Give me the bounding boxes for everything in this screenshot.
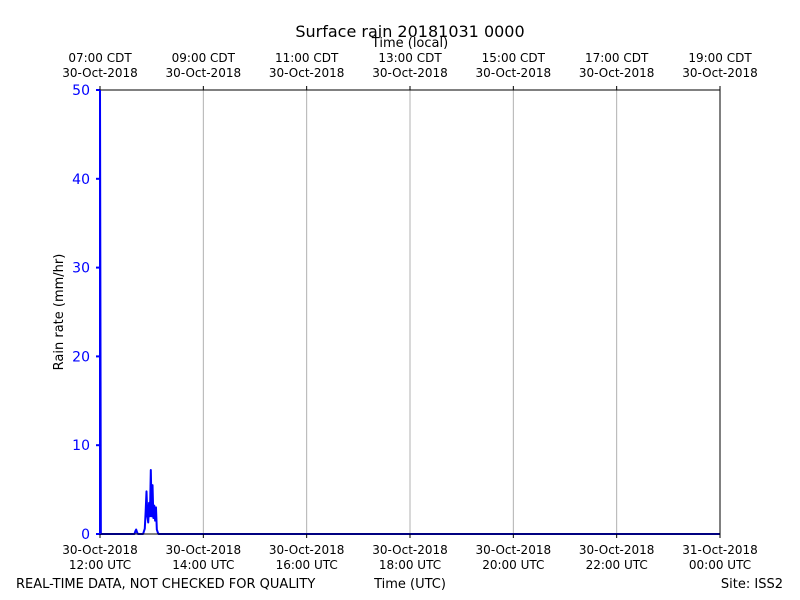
x-tick-label-date: 31-Oct-2018 (682, 543, 758, 557)
top-tick-label-time: 15:00 CDT (482, 51, 546, 65)
top-tick-label-date: 30-Oct-2018 (372, 66, 448, 80)
site-label: Site: ISS2 (721, 577, 783, 592)
x-tick-label-time: 14:00 UTC (172, 558, 234, 572)
top-tick-label-date: 30-Oct-2018 (476, 66, 552, 80)
top-tick-label-date: 30-Oct-2018 (62, 66, 138, 80)
y-tick-label: 20 (72, 349, 90, 365)
x-tick-label-time: 22:00 UTC (586, 558, 648, 572)
y-tick-label: 10 (72, 438, 90, 454)
quality-disclaimer: REAL-TIME DATA, NOT CHECKED FOR QUALITY (16, 577, 315, 592)
top-tick-label-time: 19:00 CDT (688, 51, 752, 65)
top-axis-label: Time (local) (371, 36, 448, 51)
x-tick-label-time: 20:00 UTC (482, 558, 544, 572)
x-axis-label: Time (UTC) (373, 577, 446, 592)
y-tick-label: 40 (72, 172, 90, 188)
y-tick-label: 0 (81, 527, 90, 543)
x-tick-label-time: 16:00 UTC (276, 558, 338, 572)
top-tick-label-time: 09:00 CDT (172, 51, 236, 65)
x-tick-label-date: 30-Oct-2018 (269, 543, 345, 557)
x-tick-label-date: 30-Oct-2018 (166, 543, 242, 557)
grid-lines (202, 90, 618, 534)
top-tick-label-date: 30-Oct-2018 (269, 66, 345, 80)
chart-title: Surface rain 20181031 0000 (295, 22, 524, 41)
y-tick-label: 30 (72, 261, 90, 277)
top-tick-label-date: 30-Oct-2018 (682, 66, 758, 80)
top-tick-label-date: 30-Oct-2018 (166, 66, 242, 80)
x-tick-label-date: 30-Oct-2018 (476, 543, 552, 557)
x-tick-label-time: 18:00 UTC (379, 558, 441, 572)
y-axis-ticks: 0 10 20 30 40 50 (72, 83, 100, 543)
x-tick-label-date: 30-Oct-2018 (372, 543, 448, 557)
y-axis-label: Rain rate (mm/hr) (52, 254, 67, 371)
top-tick-label-time: 13:00 CDT (378, 51, 442, 65)
top-tick-label-time: 07:00 CDT (68, 51, 132, 65)
y-tick-label: 50 (72, 83, 90, 99)
top-tick-label-date: 30-Oct-2018 (579, 66, 655, 80)
x-tick-label-date: 30-Oct-2018 (579, 543, 655, 557)
x-tick-label-time: 00:00 UTC (689, 558, 751, 572)
x-tick-label-date: 30-Oct-2018 (62, 543, 138, 557)
top-tick-label-time: 17:00 CDT (585, 51, 649, 65)
top-tick-label-time: 11:00 CDT (275, 51, 339, 65)
x-tick-label-time: 12:00 UTC (69, 558, 131, 572)
